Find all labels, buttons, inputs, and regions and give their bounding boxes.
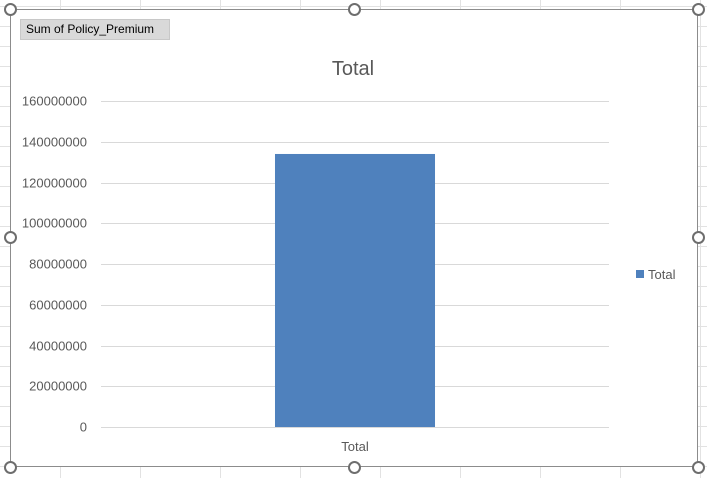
resize-handle-middle-right[interactable] xyxy=(692,231,705,244)
y-tick-label: 160000000 xyxy=(22,94,87,109)
y-tick-label: 60000000 xyxy=(29,298,87,313)
bar-total[interactable] xyxy=(274,153,436,427)
y-tick-label: 20000000 xyxy=(29,379,87,394)
legend-label: Total xyxy=(648,267,676,282)
resize-handle-bottom-right[interactable] xyxy=(692,461,705,474)
field-button-sum-of-policy-premium[interactable]: Sum of Policy_Premium xyxy=(20,19,170,40)
resize-handle-top-left[interactable] xyxy=(4,3,17,16)
resize-handle-top-center[interactable] xyxy=(348,3,361,16)
resize-handle-bottom-center[interactable] xyxy=(348,461,361,474)
y-tick-label: 0 xyxy=(80,420,87,435)
y-tick-label: 120000000 xyxy=(22,176,87,191)
legend[interactable]: Total xyxy=(636,267,676,282)
chart-title: Total xyxy=(332,58,374,80)
y-tick-label: 80000000 xyxy=(29,257,87,272)
y-tick-label: 100000000 xyxy=(22,216,87,231)
y-tick-label: 40000000 xyxy=(29,339,87,354)
resize-handle-bottom-left[interactable] xyxy=(4,461,17,474)
x-axis-tick-labels: Total xyxy=(341,439,369,454)
y-axis-tick-labels: 0 20000000 40000000 60000000 80000000 1000000… xyxy=(22,94,87,435)
x-tick-label: Total xyxy=(341,439,369,454)
bars xyxy=(274,153,436,427)
resize-handle-middle-left[interactable] xyxy=(4,231,17,244)
legend-swatch xyxy=(636,270,644,278)
resize-handle-top-right[interactable] xyxy=(692,3,705,16)
y-tick-label: 140000000 xyxy=(22,135,87,150)
